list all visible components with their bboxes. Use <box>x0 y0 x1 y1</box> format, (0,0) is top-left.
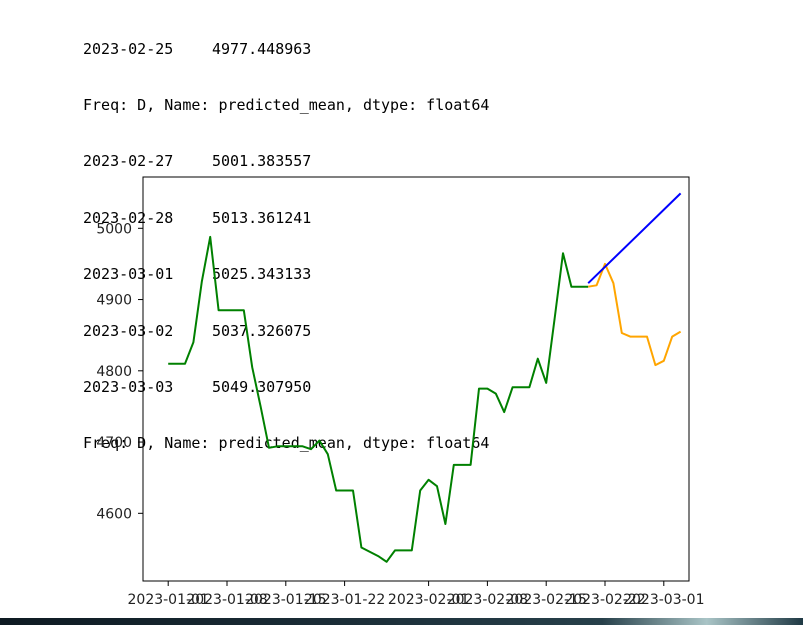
series-line-1 <box>168 235 589 563</box>
console-line: Freq: D, Name: predicted_mean, dtype: fl… <box>83 96 489 115</box>
console-date: 2023-03-03 <box>83 377 174 396</box>
x-axis: 2023-01-012023-01-082023-01-152023-01-22… <box>128 581 704 608</box>
console-date: 2023-02-25 <box>83 39 174 58</box>
x-tick-label: 2023-01-01 <box>128 592 209 608</box>
console-value: 5037.326075 <box>212 321 312 340</box>
y-tick-label: 4900 <box>96 293 132 309</box>
window-bottom-strip <box>0 618 803 625</box>
console-freq-text: Freq: D, Name: predicted_mean, dtype: fl… <box>83 95 490 114</box>
console-date: 2023-02-27 <box>83 152 174 171</box>
console-line: 2023-02-25 4977.448963 <box>83 40 489 59</box>
y-tick-label: 4700 <box>96 435 132 451</box>
console-line: 2023-03-03 5049.307950 <box>83 378 489 397</box>
console-date: 2023-03-01 <box>83 265 174 284</box>
plot-frame <box>142 176 690 582</box>
console-date: 2023-03-02 <box>83 321 174 340</box>
console-value: 4977.448963 <box>212 39 312 58</box>
console-line: 2023-02-28 5013.361241 <box>83 209 489 228</box>
console-line: 2023-03-01 5025.343133 <box>83 265 489 284</box>
y-tick-label: 4600 <box>96 506 132 522</box>
series-layer <box>168 192 682 563</box>
x-tick-label: 2023-01-22 <box>304 592 385 608</box>
x-tick-label: 2023-02-22 <box>564 592 645 608</box>
y-tick-label: 5000 <box>96 221 132 237</box>
y-axis: 4600 4700 4800 4900 5000 <box>96 221 143 522</box>
console-line: 2023-02-27 5001.383557 <box>83 152 489 171</box>
console-value: 5025.343133 <box>212 265 312 284</box>
console-output: 2023-02-25 4977.448963 Freq: D, Name: pre… <box>83 2 489 472</box>
console-value: 5049.307950 <box>212 377 312 396</box>
series-line-3 <box>587 192 682 284</box>
x-tick-label: 2023-02-08 <box>447 592 528 608</box>
console-line: 2023-03-02 5037.326075 <box>83 322 489 341</box>
console-date: 2023-02-28 <box>83 208 174 227</box>
x-tick-label: 2023-02-01 <box>388 592 469 608</box>
x-tick-label: 2023-01-15 <box>245 592 326 608</box>
x-tick-label: 2023-03-01 <box>623 592 704 608</box>
console-value: 5013.361241 <box>212 208 312 227</box>
x-tick-label: 2023-01-08 <box>186 592 267 608</box>
x-tick-label: 2023-02-15 <box>506 592 587 608</box>
console-value: 5001.383557 <box>212 152 312 171</box>
y-tick-label: 4800 <box>96 364 132 380</box>
series-line-2 <box>588 262 682 367</box>
